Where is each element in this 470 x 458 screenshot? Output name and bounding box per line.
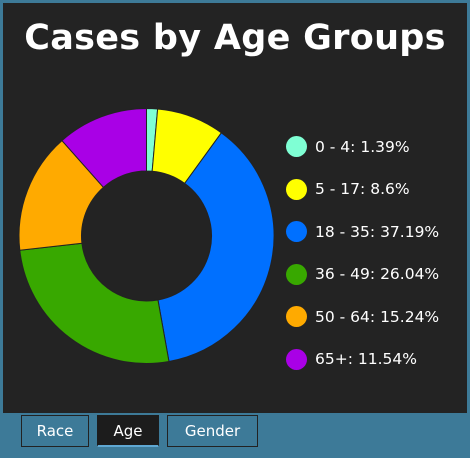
legend-item: 5 - 17: 8.6% [286, 178, 439, 200]
legend-label: 18 - 35 [315, 222, 370, 241]
legend-item: 18 - 35: 37.19% [286, 221, 439, 242]
legend-item: 36 - 49: 26.04% [286, 263, 440, 285]
tab-race[interactable]: Race [21, 415, 89, 447]
legend-item: 0 - 4: 1.39% [286, 136, 439, 157]
legend-label: 36 - 49 [315, 265, 370, 283]
legend-value: 15.24% [380, 307, 440, 326]
legend-label: 65+ [315, 350, 348, 368]
legend-swatch [286, 263, 307, 285]
legend-label: 0 - 4 [315, 137, 351, 156]
legend-label: 5 - 17 [315, 180, 361, 198]
legend-value: 26.04% [380, 265, 440, 283]
legend-label: 50 - 64 [315, 307, 370, 326]
legend-item: 65+: 11.54% [286, 348, 439, 370]
legend-swatch [286, 136, 307, 157]
donut-slice-18-35[interactable] [157, 132, 275, 363]
legend-value: 37.19% [380, 222, 440, 241]
tab-gender[interactable]: Gender [167, 415, 258, 447]
tab-bar: Race Age Gender [0, 414, 470, 458]
legend-item: 50 - 64: 15.24% [286, 306, 439, 327]
legend-swatch [286, 306, 307, 327]
chart-legend: 0 - 4: 1.39% 5 - 17: 8.6% 18 - 35: 37.19… [286, 136, 439, 391]
legend-swatch [286, 221, 307, 242]
legend-swatch [286, 178, 307, 200]
legend-swatch [286, 348, 307, 370]
legend-value: 11.54% [357, 350, 417, 368]
donut-slice-65[interactable] [61, 107, 147, 189]
legend-value: 8.6% [370, 180, 410, 198]
chart-title: Cases by Age Groups [24, 18, 446, 58]
donut-slice-36-49[interactable] [19, 242, 170, 364]
tab-age[interactable]: Age [97, 415, 159, 447]
legend-value: 1.39% [360, 137, 410, 156]
